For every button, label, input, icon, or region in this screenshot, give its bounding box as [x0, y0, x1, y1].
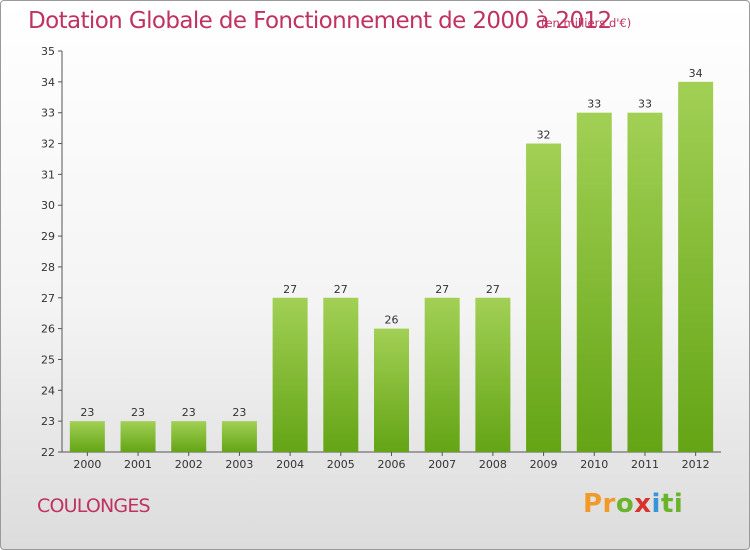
y-tick-label: 35: [41, 45, 55, 58]
bar: [678, 81, 714, 452]
y-tick-label: 29: [41, 230, 55, 243]
bar: [171, 421, 207, 452]
x-tick-label: 2005: [327, 458, 355, 471]
x-tick-label: 2000: [73, 458, 101, 471]
y-tick-label: 30: [41, 199, 55, 212]
bar: [221, 421, 257, 452]
bar: [272, 297, 308, 452]
y-tick-label: 22: [41, 446, 55, 459]
x-tick-label: 2008: [479, 458, 507, 471]
x-tick-label: 2009: [530, 458, 558, 471]
logo-part: Pr: [583, 489, 616, 519]
bar: [475, 297, 511, 452]
logo-part: i: [651, 489, 661, 519]
data-label: 34: [689, 67, 703, 80]
data-label: 23: [80, 406, 94, 419]
bar: [627, 112, 663, 452]
data-label: 27: [334, 283, 348, 296]
x-tick-label: 2003: [225, 458, 253, 471]
data-label: 23: [131, 406, 145, 419]
bar: [576, 112, 612, 452]
y-tick-label: 25: [41, 353, 55, 366]
logo-part: o: [615, 489, 635, 519]
y-tick-label: 23: [41, 415, 55, 428]
chart-title: Dotation Globale de Fonctionnement de 20…: [28, 8, 612, 34]
x-tick-label: 2010: [580, 458, 608, 471]
data-label: 33: [587, 98, 601, 111]
x-tick-label: 2004: [276, 458, 304, 471]
x-tick-label: 2002: [175, 458, 203, 471]
x-tick-label: 2007: [428, 458, 456, 471]
data-label: 27: [283, 283, 297, 296]
y-tick-label: 34: [41, 76, 55, 89]
bar: [374, 328, 409, 452]
chart-unit-note: (en milliers d'€): [541, 16, 632, 30]
data-label: 27: [486, 283, 500, 296]
x-tick-label: 2012: [682, 458, 710, 471]
y-tick-label: 33: [41, 107, 55, 120]
bar: [323, 297, 359, 452]
y-tick-label: 31: [41, 168, 55, 181]
data-label: 26: [385, 314, 399, 327]
logo-part: x: [634, 489, 652, 519]
data-label: 23: [182, 406, 196, 419]
data-label: 23: [232, 406, 246, 419]
bar: [120, 421, 156, 452]
proxiti-logo[interactable]: Proxiti: [583, 489, 683, 519]
x-tick-label: 2011: [631, 458, 659, 471]
y-tick-label: 27: [41, 292, 55, 305]
y-tick-label: 28: [41, 261, 55, 274]
data-label: 33: [638, 98, 652, 111]
y-tick-label: 24: [41, 384, 55, 397]
y-tick-label: 32: [41, 138, 55, 151]
bar: [69, 421, 105, 452]
commune-name: COULONGES: [37, 495, 151, 517]
bar: [424, 297, 460, 452]
x-tick-label: 2006: [378, 458, 406, 471]
y-tick-label: 26: [41, 323, 55, 336]
data-label: 27: [435, 283, 449, 296]
data-label: 32: [537, 129, 551, 142]
bar: [526, 143, 562, 453]
x-tick-label: 2001: [124, 458, 152, 471]
logo-part: ti: [660, 489, 684, 519]
